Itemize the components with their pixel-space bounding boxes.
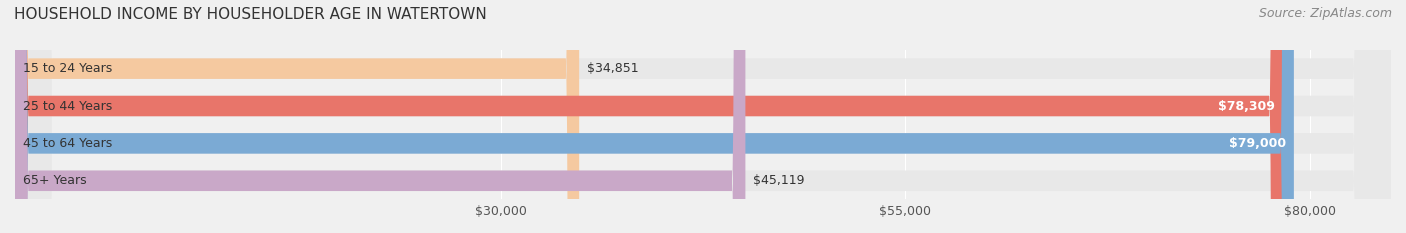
Text: $79,000: $79,000 [1229, 137, 1285, 150]
FancyBboxPatch shape [15, 0, 1282, 233]
Text: 45 to 64 Years: 45 to 64 Years [22, 137, 112, 150]
FancyBboxPatch shape [15, 0, 745, 233]
FancyBboxPatch shape [15, 0, 1391, 233]
Text: 15 to 24 Years: 15 to 24 Years [22, 62, 112, 75]
Text: $78,309: $78,309 [1218, 99, 1275, 113]
Text: 25 to 44 Years: 25 to 44 Years [22, 99, 112, 113]
FancyBboxPatch shape [15, 0, 1391, 233]
Text: $45,119: $45,119 [754, 174, 806, 187]
Text: 65+ Years: 65+ Years [22, 174, 87, 187]
FancyBboxPatch shape [15, 0, 1391, 233]
Text: $34,851: $34,851 [588, 62, 638, 75]
Text: HOUSEHOLD INCOME BY HOUSEHOLDER AGE IN WATERTOWN: HOUSEHOLD INCOME BY HOUSEHOLDER AGE IN W… [14, 7, 486, 22]
FancyBboxPatch shape [15, 0, 1294, 233]
FancyBboxPatch shape [15, 0, 1391, 233]
Text: Source: ZipAtlas.com: Source: ZipAtlas.com [1258, 7, 1392, 20]
FancyBboxPatch shape [15, 0, 579, 233]
